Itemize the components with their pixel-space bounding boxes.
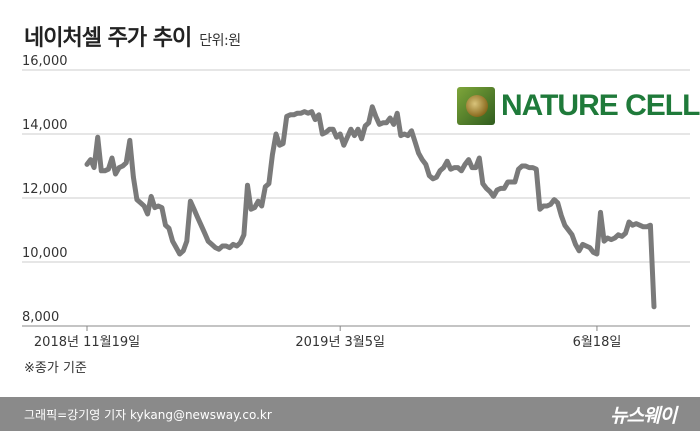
x-axis-ticks: 2018년 11월19일 2019년 3월5일 6월18일 — [34, 326, 621, 350]
y-tick-label: 14,000 — [22, 118, 68, 133]
unit-label: 단위:원 — [199, 33, 241, 49]
footnote: ※종가 기준 — [24, 361, 87, 376]
nature-cell-logo: NATURE CELL — [457, 87, 700, 125]
y-axis-ticks: 16,000 14,000 12,000 10,000 8,000 — [22, 54, 68, 325]
logo-text: NATURE CELL — [501, 89, 700, 122]
series-line — [84, 104, 657, 310]
title-row: 네이처셀 주가 추이 단위:원 — [24, 20, 241, 52]
x-tick-label: 2019년 3월5일 — [295, 335, 385, 350]
logo-mark-icon — [457, 87, 495, 125]
y-tick-label: 10,000 — [22, 246, 68, 261]
chart-title: 네이처셀 주가 추이 — [24, 26, 192, 51]
y-tick-label: 12,000 — [22, 182, 68, 197]
x-tick-label: 6월18일 — [573, 335, 622, 350]
y-tick-label: 16,000 — [22, 54, 68, 69]
series-group — [84, 104, 657, 310]
brand-logo: 뉴스웨이 — [610, 405, 677, 427]
x-tick-label: 2018년 11월19일 — [34, 335, 140, 350]
footer-bar: 그래픽=강기영 기자 kykang@newsway.co.kr 뉴스웨이 — [0, 397, 700, 431]
graphic-credit: 그래픽=강기영 기자 kykang@newsway.co.kr — [24, 408, 272, 422]
line-chart: 16,000 14,000 12,000 10,000 8,000 2018년 11월1… — [22, 54, 690, 350]
y-tick-label: 8,000 — [22, 310, 59, 325]
